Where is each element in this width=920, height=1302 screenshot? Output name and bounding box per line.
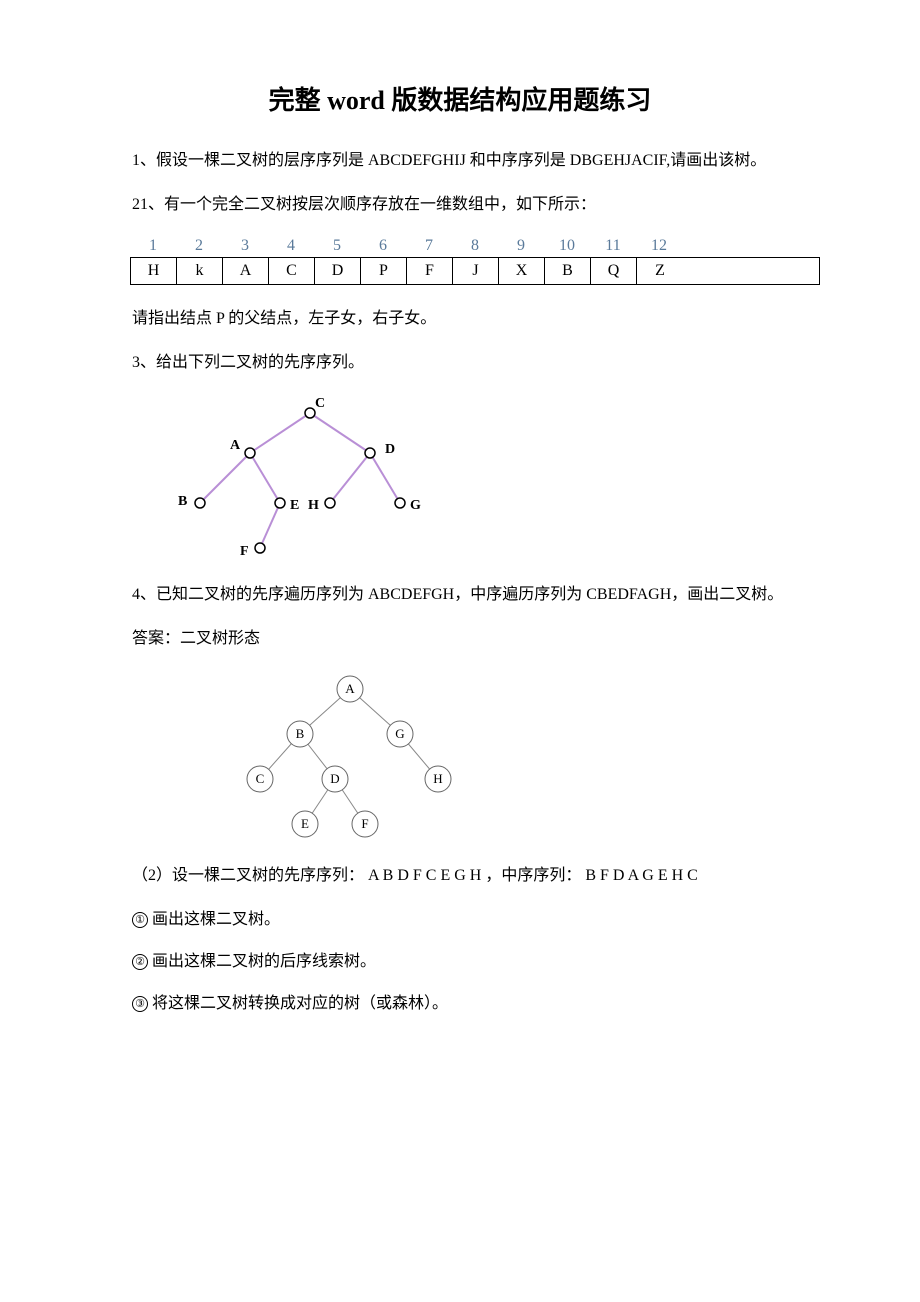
array-index-cell: 7 xyxy=(406,235,452,257)
array-index-cell: 4 xyxy=(268,235,314,257)
sub-item-2-text: 画出这棵二叉树的后序线索树。 xyxy=(152,953,376,970)
svg-text:B: B xyxy=(296,726,305,741)
question-2-intro: 21、有一个完全二叉树按层次顺序存放在一维数组中，如下所示： xyxy=(100,191,820,219)
question-4: 4、已知二叉树的先序遍历序列为 ABCDEFGH，中序遍历序列为 CBEDFAG… xyxy=(100,581,820,609)
svg-text:E: E xyxy=(290,498,299,513)
array-value-cell: J xyxy=(453,258,499,284)
array-value-cell: C xyxy=(269,258,315,284)
array-value-cell: B xyxy=(545,258,591,284)
svg-text:B: B xyxy=(178,494,187,509)
svg-text:F: F xyxy=(240,544,249,559)
sub-item-2: ② 画出这棵二叉树的后序线索树。 xyxy=(132,948,820,976)
array-index-cell: 5 xyxy=(314,235,360,257)
circled-number-3: ③ xyxy=(132,996,148,1012)
question-5: （2）设一棵二叉树的先序序列： A B D F C E G H ，中序序列： B… xyxy=(100,862,820,890)
array-index-cell: 3 xyxy=(222,235,268,257)
circled-number-2: ② xyxy=(132,954,148,970)
array-index-row: 123456789101112 xyxy=(130,235,820,257)
svg-text:H: H xyxy=(433,771,442,786)
svg-text:C: C xyxy=(315,396,325,411)
sub-item-3: ③ 将这棵二叉树转换成对应的树（或森林）。 xyxy=(132,990,820,1018)
answer-label: 答案：二叉树形态 xyxy=(100,625,820,653)
array-index-cell: 8 xyxy=(452,235,498,257)
array-value-cell: H xyxy=(131,258,177,284)
title-prefix: 完整 xyxy=(269,86,328,115)
array-value-cell: F xyxy=(407,258,453,284)
title-word: word xyxy=(327,86,385,115)
array-value-cell: P xyxy=(361,258,407,284)
page-title: 完整 word 版数据结构应用题练习 xyxy=(100,80,820,117)
circled-number-1: ① xyxy=(132,912,148,928)
array-index-cell: 10 xyxy=(544,235,590,257)
array-value-cell: X xyxy=(499,258,545,284)
svg-text:H: H xyxy=(308,498,319,513)
array-index-cell: 12 xyxy=(636,235,682,257)
sub-item-1-text: 画出这棵二叉树。 xyxy=(152,911,280,928)
svg-text:A: A xyxy=(230,438,241,453)
tree-diagram-2: A B G C D H E F xyxy=(220,669,820,854)
array-value-row: HkACDPFJXBQZ xyxy=(130,257,820,285)
svg-text:F: F xyxy=(361,816,368,831)
question-1: 1、假设一棵二叉树的层序序列是 ABCDEFGHIJ 和中序序列是 DBGEHJ… xyxy=(100,147,820,175)
svg-text:D: D xyxy=(385,442,395,457)
array-value-cell: Q xyxy=(591,258,637,284)
array-value-cell: k xyxy=(177,258,223,284)
array-table: 123456789101112 HkACDPFJXBQZ xyxy=(130,235,820,285)
question-2-after: 请指出结点 P 的父结点，左子女，右子女。 xyxy=(100,305,820,333)
svg-text:D: D xyxy=(330,771,339,786)
array-index-cell: 6 xyxy=(360,235,406,257)
array-value-cell: D xyxy=(315,258,361,284)
svg-text:G: G xyxy=(410,498,421,513)
title-suffix: 版数据结构应用题练习 xyxy=(385,86,652,115)
array-value-cell: A xyxy=(223,258,269,284)
tree-diagram-1: C A D B EH G F xyxy=(160,393,820,573)
array-value-cell: Z xyxy=(637,258,683,284)
svg-text:C: C xyxy=(256,771,265,786)
array-index-cell: 2 xyxy=(176,235,222,257)
sub-item-1: ① 画出这棵二叉树。 xyxy=(132,906,820,934)
sub-item-3-text: 将这棵二叉树转换成对应的树（或森林）。 xyxy=(152,995,448,1012)
svg-text:E: E xyxy=(301,816,309,831)
array-index-cell: 9 xyxy=(498,235,544,257)
array-index-cell: 1 xyxy=(130,235,176,257)
svg-text:A: A xyxy=(345,681,355,696)
array-index-cell: 11 xyxy=(590,235,636,257)
svg-text:G: G xyxy=(395,726,404,741)
question-3: 3、给出下列二叉树的先序序列。 xyxy=(100,349,820,377)
